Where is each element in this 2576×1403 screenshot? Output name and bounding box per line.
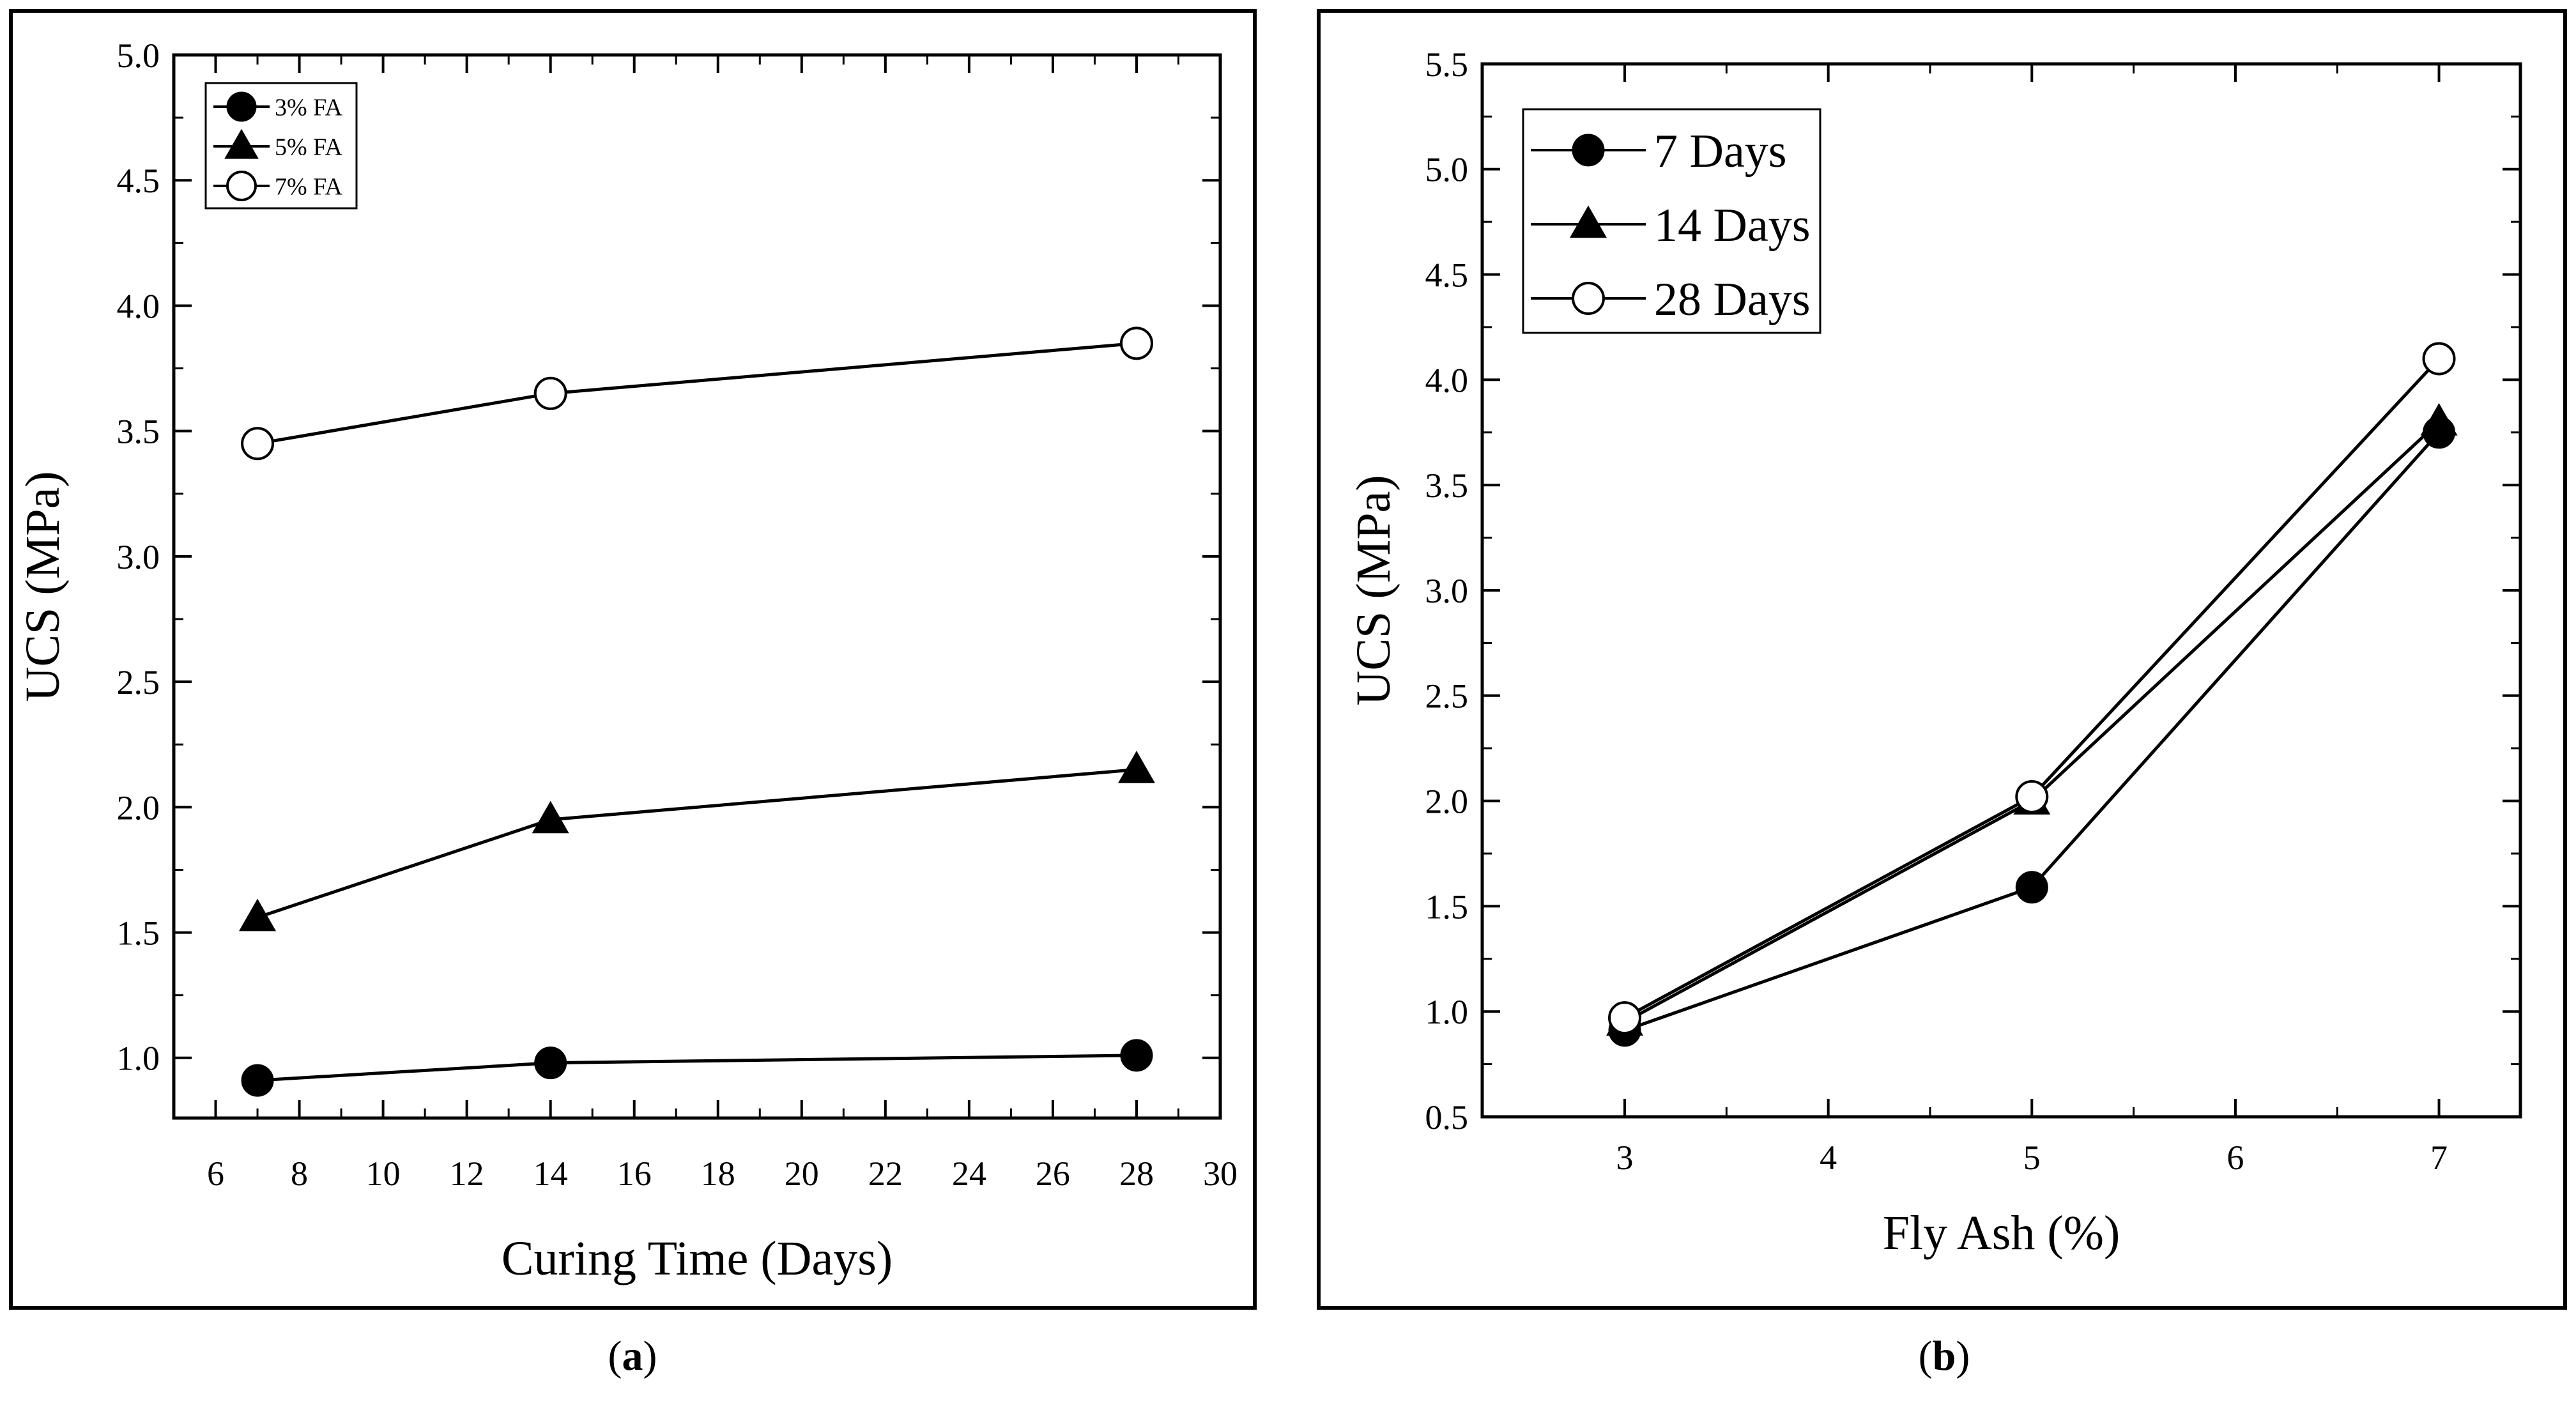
data-point-b-0 (2015, 871, 2048, 904)
data-point-b-1 (2420, 402, 2458, 436)
data-point-a-2 (1119, 326, 1153, 360)
panel-a-caption: (a) (537, 1332, 728, 1381)
x-tick-label-b: 5 (2023, 1138, 2041, 1177)
y-tick-label-a: 3.0 (117, 538, 160, 576)
series-line-b-1 (1623, 420, 2441, 1023)
data-point-a-0 (534, 1046, 567, 1080)
x-tick-label-b: 4 (1820, 1138, 1837, 1177)
legend-label-a: 3% FA (275, 94, 342, 121)
series-line-b-2 (1623, 357, 2441, 1020)
data-point-a-1 (1117, 751, 1155, 783)
panel-b-caption-close: ) (1956, 1333, 1970, 1379)
legend-marker-b (1572, 134, 1605, 167)
data-point-b-2 (2422, 342, 2456, 376)
y-tick-label-b: 4.5 (1425, 256, 1469, 295)
y-tick-label-b: 2.0 (1425, 783, 1469, 821)
legend-label-b: 14 Days (1654, 199, 1811, 252)
x-tick-label-a: 26 (1036, 1154, 1070, 1193)
data-point-a-1 (532, 801, 569, 834)
x-tick-label-a: 16 (617, 1154, 652, 1193)
y-tick-label-a: 1.0 (117, 1039, 160, 1078)
y-tick-label-b: 4.0 (1425, 361, 1469, 399)
panel-a-caption-close: ) (643, 1333, 657, 1379)
y-tick-label-a: 4.5 (117, 162, 160, 200)
y-tick-label-b: 5.5 (1425, 45, 1469, 84)
legend-label-b: 28 Days (1654, 273, 1811, 326)
data-point-b-2 (1608, 1001, 1642, 1035)
panel-a-caption-letter: a (622, 1333, 643, 1379)
x-tick-label-a: 6 (207, 1154, 224, 1193)
y-tick-label-b: 3.0 (1425, 572, 1469, 610)
y-tick-label-b: 1.0 (1425, 993, 1469, 1031)
panel-a-frame (9, 9, 1257, 1310)
y-tick-label-a: 1.5 (117, 914, 160, 952)
y-tick-label-b: 5.0 (1425, 151, 1469, 189)
data-point-a-1 (239, 898, 277, 931)
panel-b-frame (1317, 9, 2567, 1310)
y-tick-label-b: 0.5 (1425, 1098, 1469, 1137)
panel-b-caption-open: ( (1918, 1333, 1933, 1379)
y-tick-label-a: 4.0 (117, 287, 160, 325)
x-axis-label-b: Fly Ash (%) (1883, 1206, 2120, 1260)
y-tick-label-a: 3.5 (117, 413, 160, 451)
panel-a-caption-open: ( (608, 1333, 622, 1379)
series-line-a-1 (257, 767, 1137, 919)
series-line-a-2 (257, 341, 1137, 445)
series-line-b-0 (1624, 431, 2441, 1032)
data-point-b-2 (2015, 780, 2049, 814)
series-line-a-0 (257, 1054, 1137, 1082)
y-axis-label-b: UCS (MPa) (1347, 475, 1400, 705)
data-point-a-2 (241, 427, 275, 461)
x-tick-label-a: 8 (291, 1154, 308, 1193)
legend-label-a: 5% FA (275, 134, 342, 160)
x-tick-label-a: 18 (701, 1154, 735, 1193)
y-tick-label-a: 2.5 (117, 663, 160, 702)
data-point-a-0 (1120, 1039, 1153, 1072)
x-tick-label-b: 7 (2430, 1138, 2448, 1177)
x-tick-label-a: 28 (1119, 1154, 1154, 1193)
legend-marker-a (226, 91, 257, 122)
data-point-a-2 (533, 376, 567, 410)
plot-area-a (172, 53, 1222, 1120)
legend-marker-b (1572, 282, 1605, 315)
y-tick-label-a: 2.0 (117, 788, 160, 827)
y-tick-label-b: 1.5 (1425, 887, 1469, 926)
chart-b: 3 4 5 6 7 0.5 1.0 1.5 2.0 2.5 3.0 3.5 4.0 4.5 5.0 5.5 Fl… (1347, 45, 2522, 1260)
x-tick-label-a: 14 (533, 1154, 568, 1193)
legend-label-b: 7 Days (1654, 125, 1787, 178)
x-tick-label-a: 30 (1203, 1154, 1238, 1193)
x-tick-label-a: 10 (366, 1154, 401, 1193)
x-tick-label-a: 12 (450, 1154, 484, 1193)
y-axis-label-a: UCS (MPa) (16, 471, 70, 702)
x-tick-label-a: 24 (952, 1154, 986, 1193)
x-axis-label-a: Curing Time (Days) (502, 1232, 893, 1285)
y-tick-label-a: 5.0 (117, 36, 160, 75)
legend-label-a: 7% FA (275, 173, 342, 200)
y-tick-label-b: 3.5 (1425, 466, 1469, 505)
chart-a: 6 8 10 12 14 16 18 20 22 24 26 28 30 1.0 1.5 2.0 2.5 3.0 3… (16, 36, 1238, 1285)
x-tick-label-a: 20 (785, 1154, 819, 1193)
x-tick-label-b: 3 (1616, 1138, 1634, 1177)
panel-b-caption-letter: b (1932, 1333, 1956, 1379)
legend-marker-a (226, 171, 257, 201)
x-tick-label-a: 22 (868, 1154, 903, 1193)
x-tick-label-b: 6 (2227, 1138, 2244, 1177)
legend-marker-b (1570, 205, 1607, 238)
y-tick-label-b: 2.5 (1425, 677, 1469, 716)
legend-marker-a (224, 128, 259, 159)
panel-b-caption: (b) (1848, 1332, 2040, 1381)
data-point-a-0 (241, 1064, 274, 1097)
